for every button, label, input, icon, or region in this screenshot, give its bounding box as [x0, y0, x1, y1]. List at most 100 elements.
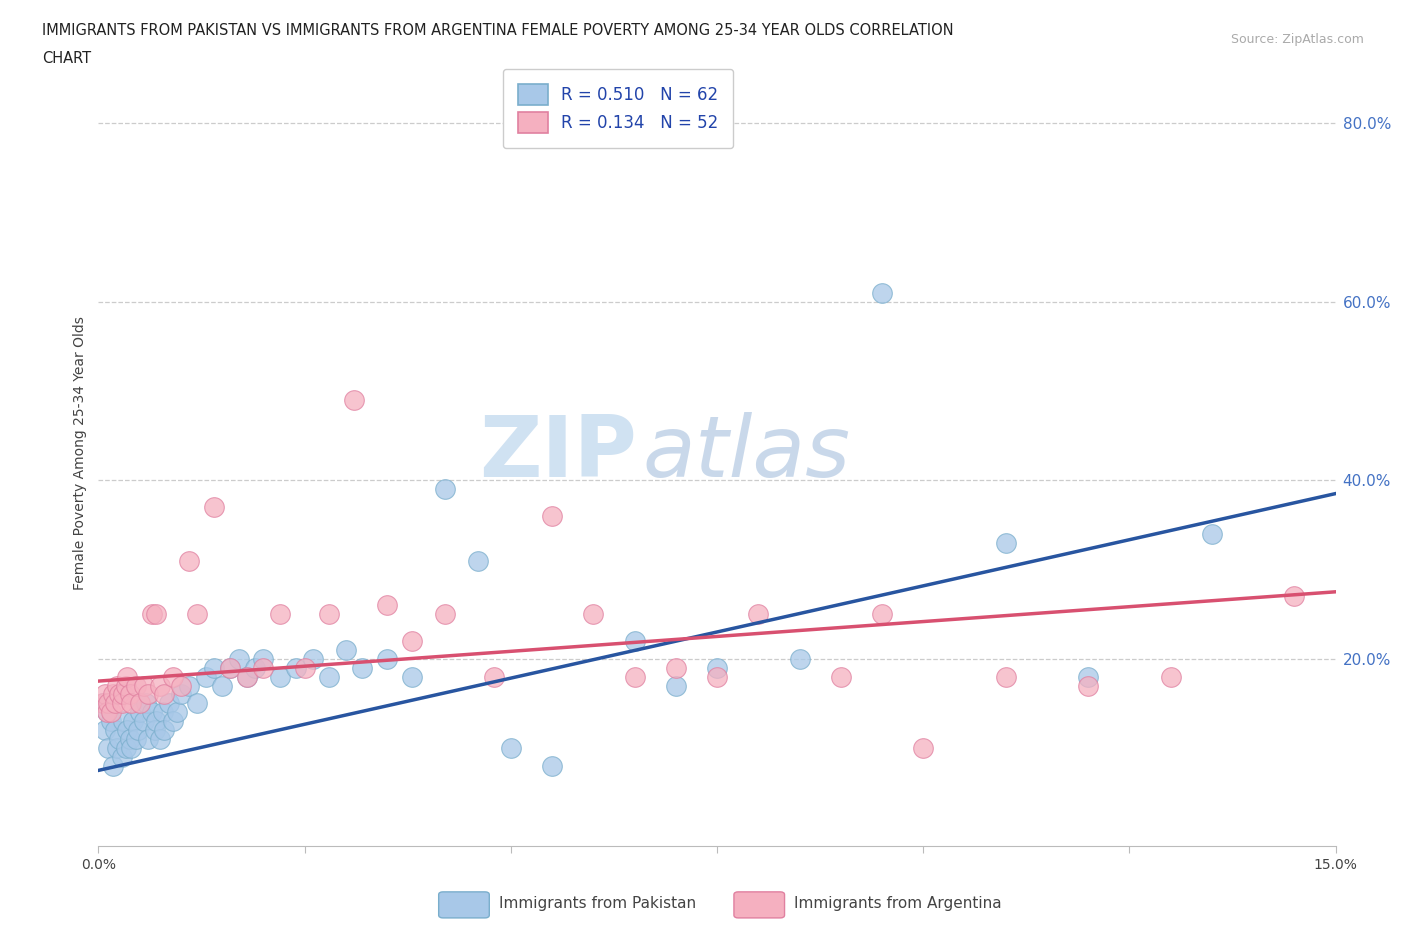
Point	[103, 687, 125, 702]
Point	[91, 696, 114, 711]
Point	[269, 606, 291, 621]
Point	[623, 633, 645, 648]
Point	[228, 651, 250, 666]
Point	[789, 651, 811, 666]
Point	[128, 696, 150, 711]
Text: atlas: atlas	[643, 412, 851, 495]
Text: CHART: CHART	[42, 51, 91, 66]
Point	[112, 714, 135, 729]
Point	[375, 651, 398, 666]
Point	[994, 670, 1017, 684]
Point	[110, 696, 132, 711]
Point	[302, 651, 325, 666]
Point	[136, 732, 159, 747]
Point	[141, 606, 163, 621]
Point	[912, 740, 935, 755]
Point	[100, 705, 122, 720]
Point	[252, 660, 274, 675]
Point	[294, 660, 316, 675]
Legend: R = 0.510   N = 62, R = 0.134   N = 52: R = 0.510 N = 62, R = 0.134 N = 52	[503, 69, 734, 148]
Point	[105, 678, 128, 693]
Point	[747, 606, 769, 621]
Point	[541, 509, 564, 524]
Point	[124, 732, 146, 747]
Point	[108, 687, 131, 702]
Point	[352, 660, 374, 675]
Point	[124, 678, 146, 693]
Point	[401, 670, 423, 684]
Point	[318, 670, 340, 684]
Point	[706, 660, 728, 675]
Point	[120, 740, 142, 755]
Point	[236, 670, 259, 684]
Point	[105, 740, 128, 755]
Point	[318, 606, 340, 621]
Text: Immigrants from Pakistan: Immigrants from Pakistan	[499, 897, 696, 911]
Point	[582, 606, 605, 621]
Point	[118, 732, 141, 747]
Point	[433, 482, 456, 497]
Point	[128, 705, 150, 720]
Point	[375, 598, 398, 613]
Point	[135, 696, 157, 711]
Point	[1284, 589, 1306, 604]
Point	[1077, 678, 1099, 693]
Point	[202, 499, 225, 514]
Point	[97, 696, 120, 711]
Point	[401, 633, 423, 648]
Point	[94, 687, 117, 702]
Text: ZIP: ZIP	[479, 412, 637, 495]
Point	[236, 670, 259, 684]
Point	[1077, 670, 1099, 684]
Point	[136, 687, 159, 702]
Point	[285, 660, 308, 675]
Point	[170, 678, 193, 693]
Point	[1160, 670, 1182, 684]
Point	[132, 714, 155, 729]
Point	[132, 678, 155, 693]
Point	[870, 606, 893, 621]
Point	[706, 670, 728, 684]
Point	[243, 660, 266, 675]
Point	[994, 536, 1017, 551]
Point	[219, 660, 242, 675]
Point	[153, 687, 176, 702]
Point	[499, 740, 522, 755]
Point	[335, 643, 357, 658]
Point	[103, 759, 125, 774]
Point	[343, 392, 366, 407]
Point	[91, 696, 114, 711]
Text: Source: ZipAtlas.com: Source: ZipAtlas.com	[1230, 33, 1364, 46]
Point	[665, 660, 688, 675]
Point	[870, 286, 893, 300]
Point	[96, 705, 118, 720]
Point	[104, 696, 127, 711]
Point	[152, 705, 174, 720]
Point	[162, 670, 184, 684]
Point	[219, 660, 242, 675]
Point	[162, 714, 184, 729]
Point	[202, 660, 225, 675]
Point	[179, 553, 201, 568]
Point	[97, 740, 120, 755]
Point	[269, 670, 291, 684]
Text: IMMIGRANTS FROM PAKISTAN VS IMMIGRANTS FROM ARGENTINA FEMALE POVERTY AMONG 25-34: IMMIGRANTS FROM PAKISTAN VS IMMIGRANTS F…	[42, 23, 953, 38]
Point	[96, 705, 118, 720]
Point	[114, 740, 136, 755]
Point	[1201, 526, 1223, 541]
Point	[484, 670, 506, 684]
Point	[194, 670, 217, 684]
Point	[153, 723, 176, 737]
Point	[186, 696, 208, 711]
Point	[433, 606, 456, 621]
Point	[186, 606, 208, 621]
Point	[118, 687, 141, 702]
Point	[665, 678, 688, 693]
Point	[127, 723, 149, 737]
Y-axis label: Female Poverty Among 25-34 Year Olds: Female Poverty Among 25-34 Year Olds	[73, 316, 87, 591]
Point	[141, 705, 163, 720]
Point	[94, 723, 117, 737]
Point	[170, 687, 193, 702]
Point	[179, 678, 201, 693]
Point	[149, 678, 172, 693]
